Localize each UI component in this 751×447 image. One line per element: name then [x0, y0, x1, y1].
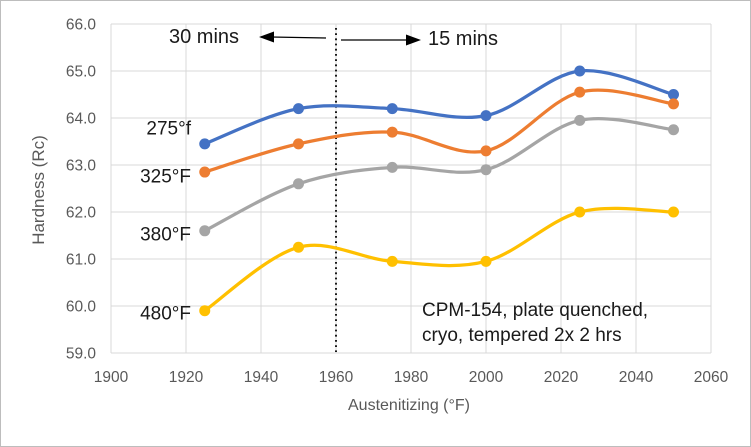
y-tick-label: 64.0: [66, 110, 97, 127]
note-line-1: CPM-154, plate quenched,: [422, 300, 649, 321]
data-point-series-1: [480, 145, 492, 157]
series-line-1: [203, 88, 676, 174]
data-point-series-0: [480, 110, 492, 122]
data-point-series-0: [199, 138, 211, 150]
data-point-series-2: [386, 161, 398, 173]
data-point-series-1: [574, 86, 586, 98]
note-annotation: CPM-154, plate quenched, cryo, tempered …: [422, 298, 648, 348]
y-tick-label: 61.0: [66, 251, 97, 268]
x-tick-label: 2040: [619, 369, 654, 386]
series-line-3: [203, 206, 676, 313]
y-tick-label: 59.0: [66, 345, 97, 362]
series-label-2: 380°F: [140, 224, 191, 245]
y-tick-label: 60.0: [66, 298, 97, 315]
x-tick-label: 1960: [319, 369, 354, 386]
data-point-series-0: [386, 103, 398, 115]
left-arrow-line: [270, 36, 327, 39]
data-point-series-1: [668, 98, 679, 110]
series-line-0: [203, 69, 676, 146]
data-point-series-3: [199, 305, 211, 317]
x-tick-label: 2060: [694, 369, 729, 386]
y-axis-title: Hardness (Rc): [29, 135, 48, 245]
x-axis-title: Austenitizing (°F): [348, 397, 470, 414]
series-label-3: 480°F: [140, 303, 191, 324]
x-tick-label: 1980: [394, 369, 429, 386]
x-tick-label: 2020: [544, 369, 579, 386]
y-tick-label: 62.0: [66, 204, 97, 221]
x-tick-label: 2000: [469, 369, 504, 386]
y-tick-label: 65.0: [66, 63, 97, 80]
data-point-series-3: [386, 255, 398, 267]
note-line-2: cryo, tempered 2x 2 hrs: [422, 325, 622, 346]
data-point-series-0: [293, 103, 304, 115]
x-tick-label: 1920: [169, 369, 204, 386]
data-point-series-3: [574, 206, 586, 218]
x-tick-label: 1940: [244, 369, 279, 386]
data-point-series-1: [386, 126, 398, 138]
x-tick-label: 1900: [94, 369, 129, 386]
series-line-2: [203, 116, 676, 233]
left-arrow-head-icon: [259, 31, 274, 43]
data-point-series-0: [574, 65, 586, 77]
data-point-series-2: [480, 164, 492, 176]
data-point-series-0: [668, 89, 679, 100]
data-point-series-2: [199, 225, 211, 237]
region-label-30-mins: 30 mins: [169, 26, 240, 48]
y-tick-label: 66.0: [66, 16, 97, 33]
series-label-1: 325°F: [140, 167, 191, 188]
data-point-series-3: [293, 241, 304, 253]
data-point-series-2: [293, 178, 304, 190]
right-arrow-head-icon: [406, 34, 421, 46]
data-point-series-2: [668, 124, 679, 136]
region-label-15-mins: 15 mins: [428, 28, 499, 50]
data-point-series-1: [199, 166, 211, 178]
data-point-series-3: [480, 255, 492, 267]
y-tick-label: 63.0: [66, 157, 97, 174]
data-point-series-1: [293, 138, 304, 150]
data-point-series-3: [668, 206, 679, 218]
series-label-0: 275°f: [146, 119, 191, 140]
data-point-series-2: [574, 114, 586, 126]
